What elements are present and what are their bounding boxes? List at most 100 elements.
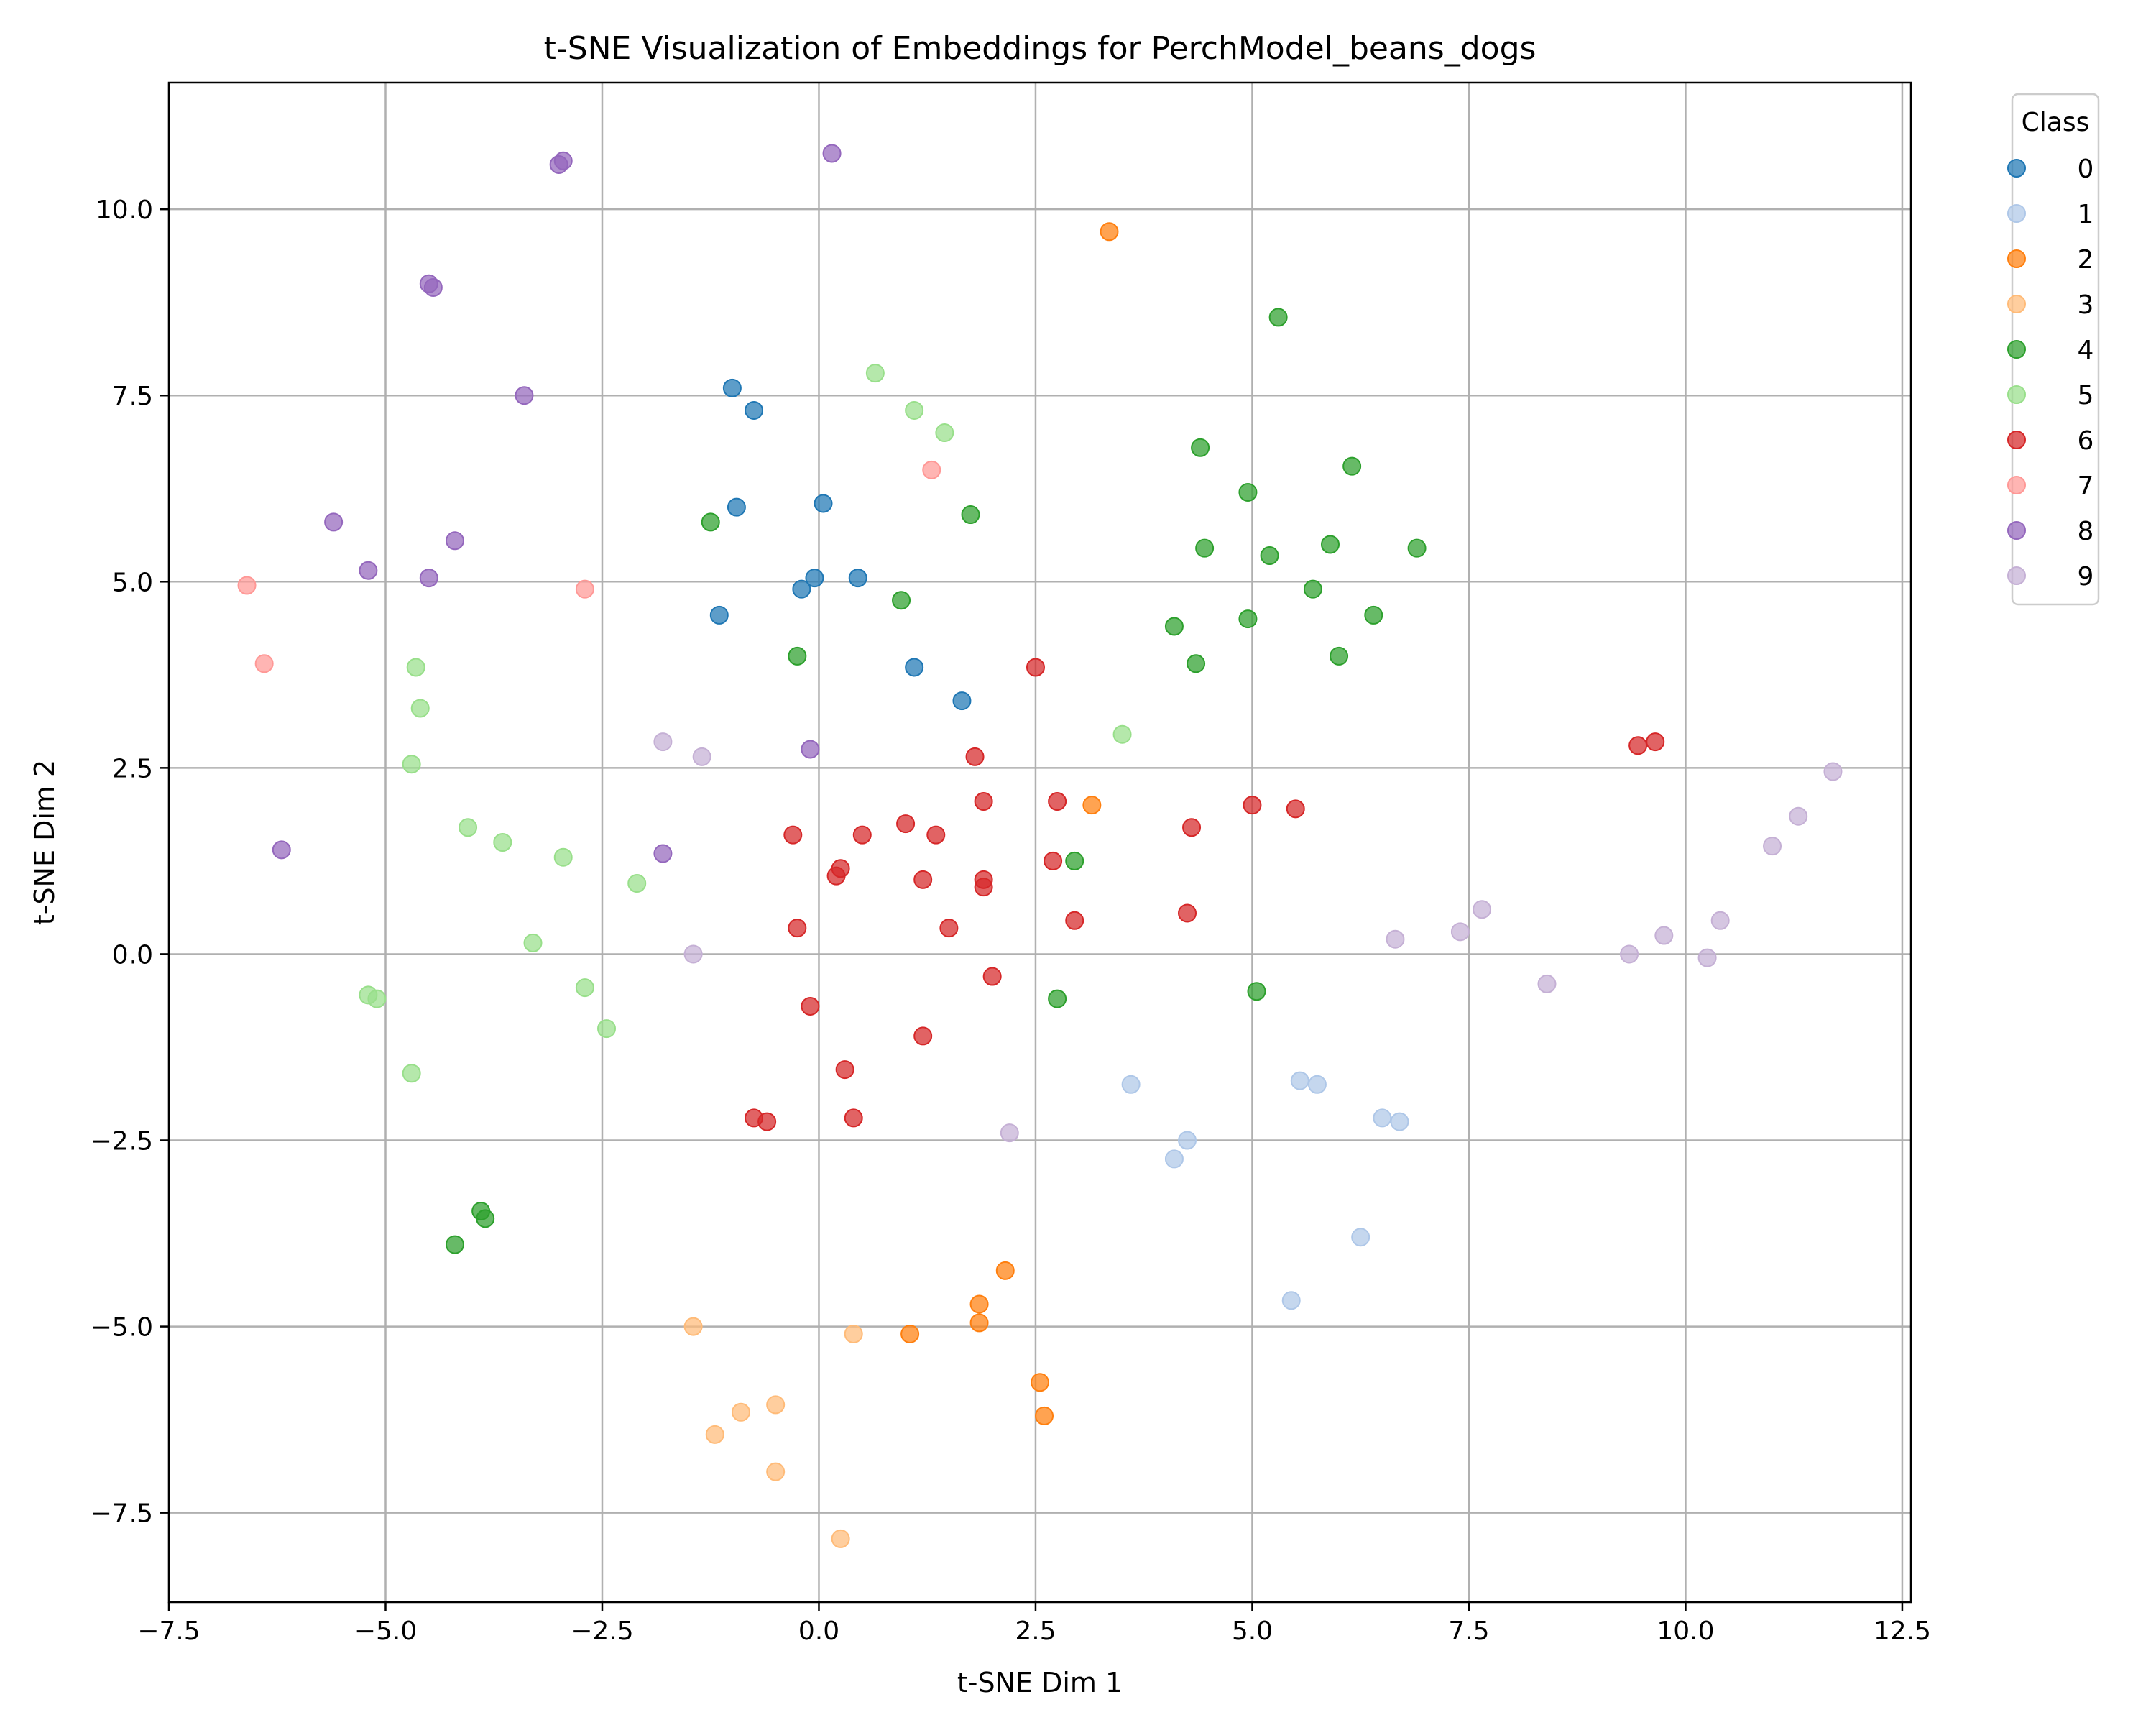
y-tick-label: 7.5: [112, 382, 153, 411]
point-class-0: [848, 569, 867, 588]
point-class-9: [1710, 911, 1730, 930]
point-class-1: [1281, 1291, 1301, 1310]
point-class-7: [237, 576, 257, 595]
point-class-5: [523, 933, 543, 952]
point-class-6: [974, 792, 993, 811]
point-class-1: [1307, 1075, 1327, 1094]
point-class-2: [1100, 222, 1119, 242]
point-class-2: [1035, 1406, 1054, 1425]
point-class-0: [745, 400, 764, 420]
legend-label-7: 7: [2078, 472, 2094, 501]
point-class-6: [826, 866, 846, 886]
point-class-1: [1290, 1071, 1309, 1090]
y-tick-label: 2.5: [112, 754, 153, 783]
x-tick-label: 2.5: [1015, 1616, 1056, 1646]
point-class-4: [788, 646, 807, 666]
point-class-8: [822, 144, 842, 163]
point-class-3: [766, 1395, 786, 1414]
legend-title: Class: [2022, 108, 2090, 137]
point-class-4: [476, 1209, 495, 1228]
point-class-6: [965, 747, 985, 766]
point-class-0: [792, 579, 811, 599]
legend-marker-0: [2007, 159, 2026, 178]
point-class-4: [701, 512, 720, 532]
point-class-4: [1260, 546, 1279, 566]
point-class-2: [900, 1324, 920, 1343]
point-class-7: [922, 460, 941, 479]
point-class-4: [1303, 579, 1322, 599]
point-class-9: [683, 944, 703, 964]
point-class-5: [575, 978, 594, 998]
point-class-4: [892, 591, 911, 610]
point-class-9: [1000, 1123, 1019, 1143]
point-class-8: [653, 844, 673, 863]
point-class-5: [597, 1019, 617, 1039]
point-class-6: [896, 814, 916, 834]
point-class-9: [692, 747, 711, 766]
point-class-3: [766, 1462, 786, 1481]
point-class-4: [1238, 482, 1258, 502]
point-class-6: [788, 919, 807, 938]
point-class-9: [1537, 974, 1557, 993]
legend-label-3: 3: [2078, 290, 2094, 320]
point-class-6: [1628, 736, 1648, 755]
point-class-8: [324, 512, 344, 532]
point-class-6: [1243, 796, 1262, 815]
point-class-6: [926, 825, 946, 845]
x-axis-label: t-SNE Dim 1: [957, 1667, 1123, 1698]
point-class-5: [402, 755, 421, 774]
point-class-5: [406, 658, 425, 677]
point-class-8: [515, 386, 534, 405]
point-class-6: [757, 1112, 777, 1131]
point-class-6: [1178, 903, 1197, 923]
point-class-7: [254, 654, 274, 673]
point-class-6: [1646, 732, 1665, 752]
point-class-5: [1112, 724, 1132, 744]
point-class-6: [835, 1060, 854, 1080]
x-tick-label: −2.5: [571, 1616, 633, 1646]
point-class-1: [1121, 1075, 1141, 1094]
legend-label-9: 9: [2078, 562, 2094, 592]
point-class-4: [1191, 438, 1210, 457]
x-tick-label: −7.5: [137, 1616, 200, 1646]
point-class-9: [1386, 929, 1405, 949]
point-class-6: [1048, 792, 1067, 811]
y-tick-label: 0.0: [112, 940, 153, 970]
point-class-5: [402, 1064, 421, 1083]
point-class-4: [1065, 851, 1084, 870]
point-class-6: [1026, 658, 1045, 677]
point-class-4: [1342, 456, 1362, 476]
y-tick-label: −5.0: [91, 1313, 153, 1343]
point-class-4: [1195, 538, 1215, 558]
point-class-6: [1286, 799, 1305, 819]
y-axis-label: t-SNE Dim 2: [29, 760, 60, 925]
y-tick-label: 10.0: [96, 196, 153, 225]
legend: Class 0 1 2 3 4 5 6 7 8 9: [2007, 93, 2100, 606]
point-class-9: [1763, 837, 1782, 856]
point-class-1: [1178, 1131, 1197, 1150]
point-class-9: [1823, 762, 1843, 781]
legend-marker-2: [2007, 249, 2026, 268]
legend-label-0: 0: [2078, 155, 2094, 184]
x-tick-label: 10.0: [1657, 1616, 1714, 1646]
point-class-0: [952, 691, 972, 711]
point-class-8: [419, 569, 438, 588]
point-class-7: [575, 579, 594, 599]
point-class-5: [905, 400, 924, 420]
axis-ticks: −7.5 −5.0 −2.5 0.0 2.5 5.0 7.5 10.0 12.5 −7.5 −5.0…: [91, 196, 1931, 1646]
point-class-3: [683, 1317, 703, 1336]
point-class-3: [831, 1529, 850, 1548]
x-tick-label: 7.5: [1448, 1616, 1489, 1646]
point-class-2: [1031, 1373, 1049, 1392]
point-class-6: [1044, 851, 1063, 870]
point-class-1: [1373, 1108, 1392, 1128]
point-class-1: [1390, 1112, 1409, 1131]
point-class-6: [852, 825, 872, 845]
legend-label-1: 1: [2078, 200, 2094, 229]
point-class-8: [423, 277, 443, 297]
point-class-6: [982, 967, 1002, 986]
x-tick-label: 12.5: [1874, 1616, 1931, 1646]
legend-marker-6: [2007, 431, 2026, 449]
legend-marker-9: [2007, 566, 2026, 585]
point-class-6: [1065, 911, 1084, 930]
